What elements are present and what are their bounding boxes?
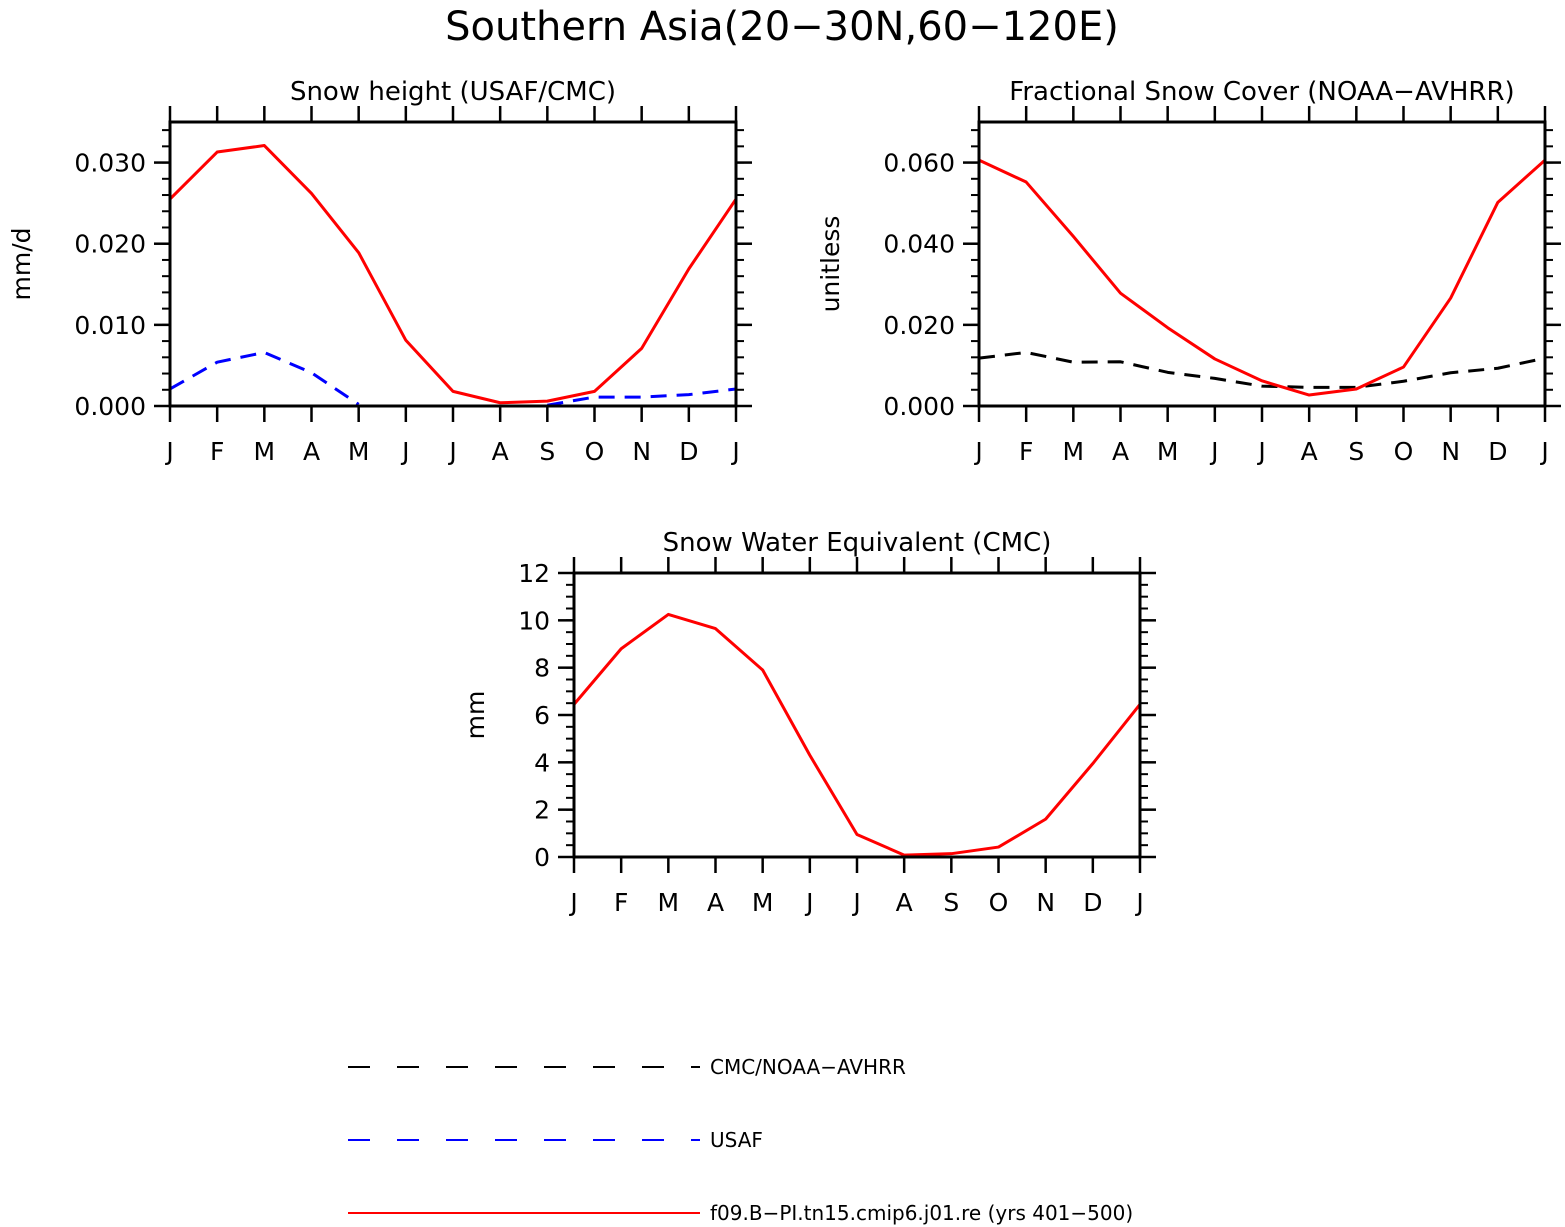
chart-panel-2: Fractional Snow Cover (NOAA−AVHRR) unitle…	[816, 77, 1561, 466]
y-tick-label: 0.010	[74, 311, 146, 340]
y-axis-label: mm	[461, 691, 490, 740]
legend-label: CMC/NOAA−AVHRR	[710, 1055, 906, 1079]
y-axis-label: mm/d	[7, 228, 36, 301]
x-tick-label: O	[989, 888, 1009, 917]
figure-title: Southern Asia(20−30N,60−120E)	[445, 4, 1119, 50]
y-tick-label: 0.060	[883, 149, 955, 178]
x-tick-label: A	[896, 888, 913, 917]
x-tick-label: A	[1301, 437, 1318, 466]
x-tick-label: J	[568, 888, 577, 917]
x-tick-label: F	[210, 437, 224, 466]
y-tick-label: 8	[534, 654, 550, 683]
y-tick-label: 0	[534, 843, 550, 872]
legend-label: f09.B−PI.tn15.cmip6.j01.re (yrs 401−500)	[710, 1201, 1133, 1225]
y-tick-label: 6	[534, 701, 550, 730]
y-tick-label: 0.030	[74, 149, 146, 178]
series-line-usaf	[547, 387, 737, 407]
x-tick-label: D	[1488, 437, 1507, 466]
y-tick-label: 2	[534, 796, 550, 825]
x-tick-label: J	[1134, 888, 1143, 917]
chart-title: Snow Water Equivalent (CMC)	[663, 528, 1052, 558]
x-tick-label: A	[707, 888, 724, 917]
x-tick-label: J	[804, 888, 813, 917]
x-tick-label: J	[730, 437, 739, 466]
legend: CMC/NOAA−AVHRR USAF f09.B−PI.tn15.cmip6.j0…	[348, 1055, 1133, 1225]
x-tick-label: N	[1036, 888, 1055, 917]
legend-label: USAF	[710, 1128, 763, 1152]
x-tick-label: O	[585, 437, 605, 466]
x-tick-label: N	[1441, 437, 1460, 466]
series-line-f09-b-pi-tn15-cmip6-j01-re-yrs-401-500	[572, 612, 1142, 857]
x-tick-label: S	[539, 437, 555, 466]
plot-frame	[977, 120, 1547, 408]
x-tick-label: F	[614, 888, 628, 917]
x-tick-label: D	[679, 437, 698, 466]
y-tick-label: 0.000	[883, 392, 955, 421]
chart-panel-1: Snow height (USAF/CMC)mm/dJ F M A M J J A S O N D J0…	[7, 77, 752, 466]
chart-panel-3: Snow Water Equivalent (CMC)mmJ F M A M J J A S O N…	[461, 528, 1156, 917]
x-tick-label: M	[348, 437, 370, 466]
plot-frame	[168, 120, 738, 408]
plot-frame	[572, 571, 1142, 859]
x-tick-label: D	[1083, 888, 1102, 917]
series-line-cmc-noaa-avhrr	[978, 350, 1546, 389]
y-tick-label: 10	[518, 606, 550, 635]
x-tick-label: M	[254, 437, 276, 466]
y-tick-label: 0.000	[74, 392, 146, 421]
x-tick-label: A	[1112, 437, 1129, 466]
x-tick-label: S	[943, 888, 959, 917]
x-tick-label: J	[447, 437, 456, 466]
series-line-f09-b-pi-tn15-cmip6-j01-re-yrs-401-500	[978, 158, 1547, 397]
chart-title: Snow height (USAF/CMC)	[290, 77, 616, 107]
x-tick-label: M	[1157, 437, 1179, 466]
x-tick-label: J	[851, 888, 860, 917]
x-tick-label: M	[752, 888, 774, 917]
x-tick-label: N	[632, 437, 651, 466]
x-tick-label: J	[1209, 437, 1218, 466]
y-tick-label: 4	[534, 748, 550, 777]
x-tick-label: J	[973, 437, 982, 466]
y-axis-label: unitless	[816, 216, 845, 313]
x-tick-label: J	[1256, 437, 1265, 466]
x-tick-label: M	[658, 888, 680, 917]
x-tick-label: F	[1019, 437, 1033, 466]
x-tick-label: J	[1539, 437, 1548, 466]
chart-title: Fractional Snow Cover (NOAA−AVHRR)	[1009, 77, 1514, 107]
x-tick-label: S	[1348, 437, 1364, 466]
y-tick-label: 12	[518, 559, 550, 588]
y-tick-label: 0.020	[883, 311, 955, 340]
x-tick-label: M	[1063, 437, 1085, 466]
x-tick-label: A	[492, 437, 509, 466]
series-line-f09-b-pi-tn15-cmip6-j01-re-yrs-401-500	[168, 144, 738, 405]
x-tick-label: J	[400, 437, 409, 466]
x-tick-label: J	[164, 437, 173, 466]
x-tick-label: A	[303, 437, 320, 466]
x-tick-label: O	[1394, 437, 1414, 466]
series-line-usaf	[169, 350, 360, 406]
y-tick-label: 0.040	[883, 230, 955, 259]
y-tick-label: 0.020	[74, 230, 146, 259]
